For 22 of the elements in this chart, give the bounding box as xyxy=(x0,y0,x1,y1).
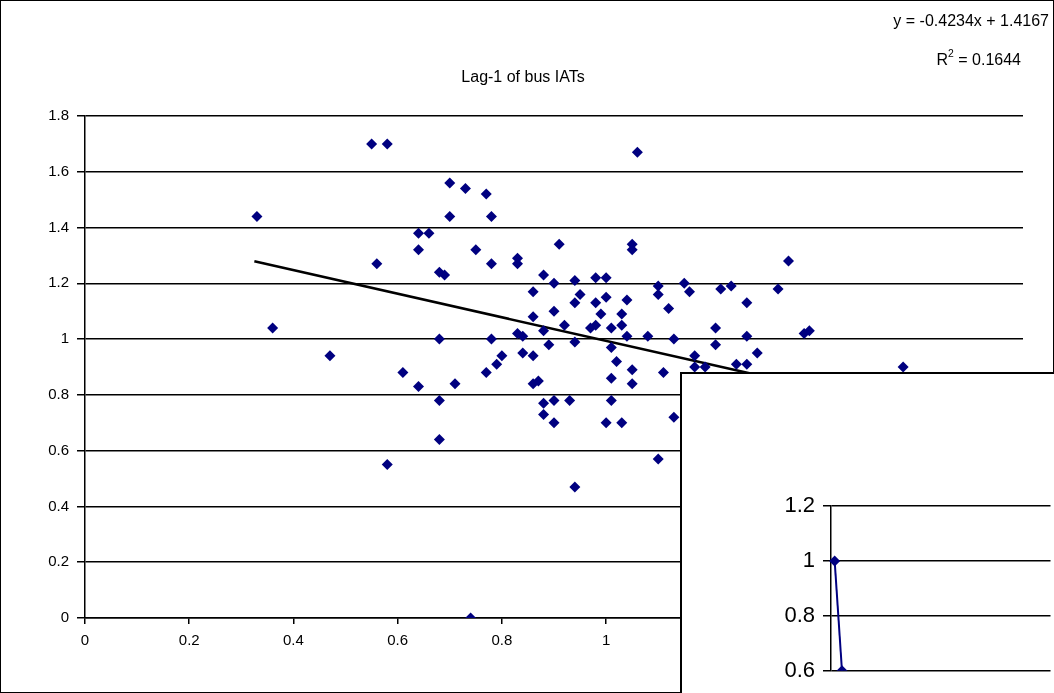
text: y = -0.4234x + 1.4167 xyxy=(893,12,1050,30)
y-tick-label: 0.8 xyxy=(784,601,815,627)
y-tick-label: 0 xyxy=(60,608,69,626)
y-tick-label: 1.8 xyxy=(48,106,69,124)
y-tick-label: 1.2 xyxy=(48,273,69,291)
x-tick-label: 0.6 xyxy=(387,631,409,649)
y-tick-label: 0.2 xyxy=(48,552,69,570)
y-tick-label: 0.6 xyxy=(48,440,69,458)
y-tick-label: 0.4 xyxy=(48,496,69,514)
y-tick-label: 1.4 xyxy=(48,217,69,235)
y-tick-label: 1 xyxy=(60,329,69,347)
x-tick-label: 0.4 xyxy=(283,631,304,649)
y-tick-label: 0.6 xyxy=(784,656,815,682)
y-tick-label: 1.6 xyxy=(48,161,69,179)
x-tick-label: 0 xyxy=(80,631,90,649)
x-tick-label: 0.2 xyxy=(178,631,200,649)
x-tick-label: 0.8 xyxy=(491,631,513,649)
y-tick-label: 1 xyxy=(802,547,815,572)
y-tick-label: 1.2 xyxy=(784,492,815,518)
chart-title: Lag-1 of bus IATs xyxy=(461,68,585,86)
y-tick-label: 0.8 xyxy=(48,385,69,403)
x-tick-label: 1 xyxy=(601,631,611,649)
